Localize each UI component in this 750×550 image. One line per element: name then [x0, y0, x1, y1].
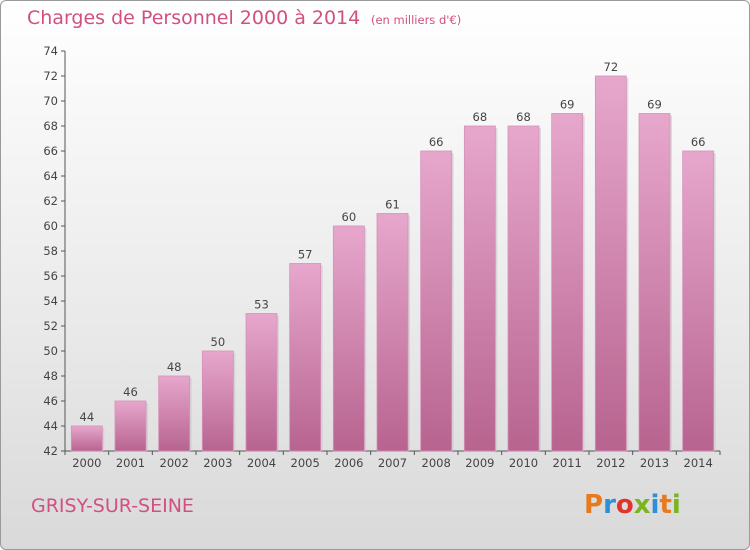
y-tick-label: 46: [43, 394, 58, 408]
y-tick-label: 58: [43, 244, 58, 258]
x-tick-label: 2000: [72, 456, 101, 470]
unit-note: (en milliers d'€): [371, 13, 462, 27]
y-tick-label: 62: [43, 194, 58, 208]
bar: [682, 150, 715, 452]
data-label: 44: [80, 410, 95, 424]
logo-letter: x: [633, 490, 651, 520]
chart-labels: 2000 44 2001 46 2002 48 2003 50 2004 53 2005 57 2006…: [72, 60, 713, 470]
y-tick-label: 72: [43, 69, 58, 83]
data-label: 68: [473, 110, 488, 124]
y-tick-label: 64: [43, 169, 58, 183]
bar: [594, 75, 627, 452]
y-tick-label: 50: [43, 344, 58, 358]
x-tick-label: 2010: [509, 456, 538, 470]
data-label: 69: [647, 98, 662, 112]
x-tick-label: 2009: [465, 456, 494, 470]
x-tick-label: 2001: [116, 456, 145, 470]
x-tick-label: 2013: [640, 456, 669, 470]
data-label: 57: [298, 248, 313, 262]
data-label: 69: [560, 98, 575, 112]
logo-letter: t: [659, 490, 672, 520]
bar: [201, 350, 234, 452]
logo-letter: P: [584, 490, 604, 520]
bar: [114, 400, 147, 452]
y-tick-label: 52: [43, 319, 58, 333]
logo-letter: i: [671, 490, 681, 520]
bar: [289, 263, 322, 452]
bar: [420, 150, 453, 452]
x-tick-label: 2008: [422, 456, 451, 470]
x-tick-label: 2011: [553, 456, 582, 470]
y-tick-label: 44: [43, 419, 58, 433]
bar: [245, 313, 278, 452]
data-label: 66: [691, 135, 706, 149]
logo-letter: r: [603, 490, 616, 520]
data-label: 66: [429, 135, 444, 149]
x-tick-label: 2014: [684, 456, 713, 470]
data-label: 46: [123, 385, 138, 399]
data-label: 60: [342, 210, 357, 224]
bar: [376, 213, 409, 452]
bar: [158, 375, 191, 452]
proxiti-logo: Proxiti: [584, 490, 681, 520]
y-tick-label: 54: [43, 294, 58, 308]
data-label: 68: [516, 110, 531, 124]
y-tick-label: 68: [43, 119, 58, 133]
y-tick-label: 70: [43, 94, 58, 108]
place-name: GRISY-SUR-SEINE: [31, 495, 194, 517]
bar: [638, 113, 671, 452]
y-tick-label: 60: [43, 219, 58, 233]
x-tick-label: 2006: [334, 456, 363, 470]
data-label: 48: [167, 360, 182, 374]
bar: [551, 113, 584, 452]
data-label: 61: [385, 198, 400, 212]
x-tick-label: 2005: [291, 456, 320, 470]
x-tick-label: 2003: [203, 456, 232, 470]
x-tick-label: 2002: [160, 456, 189, 470]
x-tick-label: 2012: [596, 456, 625, 470]
chart-title: Charges de Personnel 2000 à 2014: [27, 7, 361, 29]
y-tick-label: 66: [43, 144, 58, 158]
bar: [463, 125, 496, 452]
logo-letter: o: [615, 490, 634, 520]
y-tick-label: 48: [43, 369, 58, 383]
y-tick-label: 42: [43, 444, 58, 458]
data-label: 50: [211, 335, 226, 349]
bar: [507, 125, 540, 452]
bar: [70, 425, 103, 452]
x-tick-label: 2004: [247, 456, 276, 470]
logo-letter: i: [650, 490, 660, 520]
y-tick-label: 74: [43, 44, 58, 58]
bar: [332, 225, 365, 452]
chart-bars: [70, 75, 716, 452]
data-label: 72: [604, 60, 619, 74]
x-tick-label: 2007: [378, 456, 407, 470]
y-tick-label: 56: [43, 269, 58, 283]
data-label: 53: [254, 298, 269, 312]
